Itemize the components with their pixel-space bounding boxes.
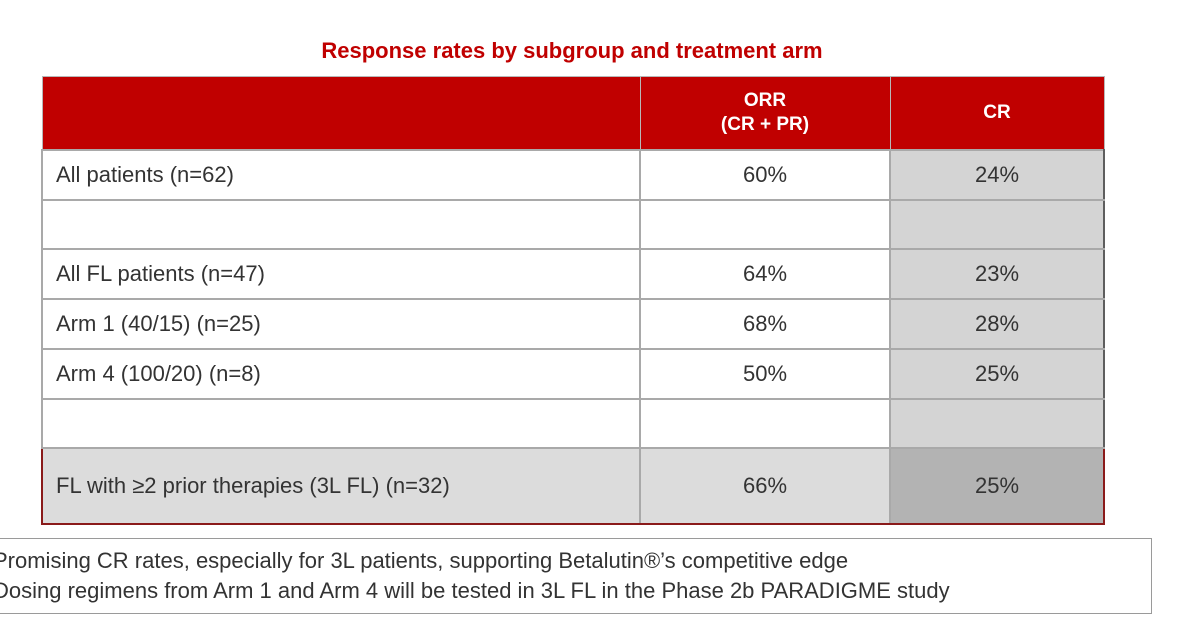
row-orr	[639, 199, 891, 250]
row-cr: 25%	[889, 447, 1105, 525]
row-cr	[889, 398, 1105, 449]
row-label: Arm 1 (40/15) (n=25)	[41, 298, 641, 350]
table-row-highlighted: FL with ≥2 prior therapies (3L FL) (n=32…	[41, 447, 1105, 525]
row-label	[41, 398, 641, 449]
row-orr: 66%	[639, 447, 891, 525]
row-cr: 23%	[889, 248, 1105, 300]
row-cr: 24%	[889, 149, 1105, 201]
table-row-spacer	[41, 199, 1105, 250]
table-row: Arm 4 (100/20) (n=8) 50% 25%	[41, 348, 1105, 400]
takeaway-line-1: Promising CR rates, especially for 3L pa…	[0, 548, 849, 573]
response-rates-table: ORR (CR + PR) CR All patients (n=62) 60%…	[41, 76, 1105, 525]
table-title: Response rates by subgroup and treatment…	[321, 38, 823, 63]
row-cr: 28%	[889, 298, 1105, 350]
header-orr: ORR (CR + PR)	[639, 76, 891, 151]
row-label	[41, 199, 641, 250]
row-orr: 50%	[639, 348, 891, 400]
row-orr: 64%	[639, 248, 891, 300]
row-label: All patients (n=62)	[41, 149, 641, 201]
table-row: All FL patients (n=47) 64% 23%	[41, 248, 1105, 300]
key-takeaways-box: Promising CR rates, especially for 3L pa…	[0, 538, 1152, 614]
row-cr: 25%	[889, 348, 1105, 400]
row-label: All FL patients (n=47)	[41, 248, 641, 300]
row-cr	[889, 199, 1105, 250]
header-cr: CR	[889, 76, 1105, 151]
row-orr	[639, 398, 891, 449]
row-label: FL with ≥2 prior therapies (3L FL) (n=32…	[41, 447, 641, 525]
table-header-row: ORR (CR + PR) CR	[41, 76, 1105, 151]
row-orr: 60%	[639, 149, 891, 201]
table-row-spacer	[41, 398, 1105, 449]
takeaway-line-2: Dosing regimens from Arm 1 and Arm 4 wil…	[0, 578, 950, 603]
table-row: Arm 1 (40/15) (n=25) 68% 28%	[41, 298, 1105, 350]
table-row: All patients (n=62) 60% 24%	[41, 149, 1105, 201]
header-orr-line1: ORR	[743, 90, 787, 111]
header-subgroup	[41, 76, 641, 151]
row-label: Arm 4 (100/20) (n=8)	[41, 348, 641, 400]
row-orr: 68%	[639, 298, 891, 350]
header-orr-line2: (CR + PR)	[720, 114, 810, 135]
